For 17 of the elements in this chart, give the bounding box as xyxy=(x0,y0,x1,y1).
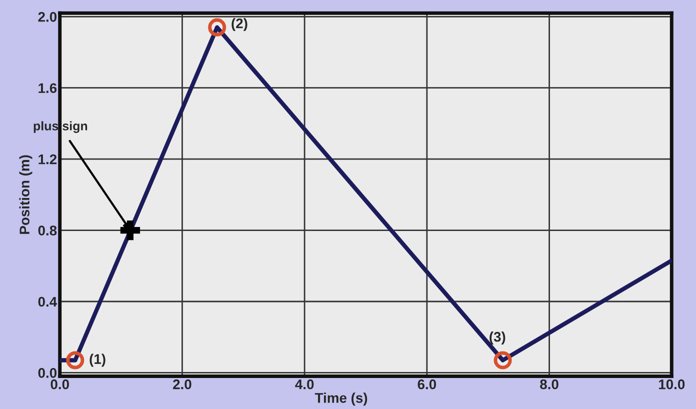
y-tick-label: 1.2 xyxy=(38,154,57,164)
x-tick-label: 4.0 xyxy=(295,379,314,390)
y-tick-label: 0.8 xyxy=(38,226,57,236)
x-tick-label: 6.0 xyxy=(418,379,436,390)
annotation: (2) xyxy=(232,18,248,32)
annotation: (1) xyxy=(90,354,106,367)
x-tick-label: 8.0 xyxy=(540,379,558,390)
annotation: (3) xyxy=(490,332,506,345)
y-axis-title: Position (m) xyxy=(19,155,32,234)
y-tick-label: 0.0 xyxy=(38,368,57,378)
y-tick-label: 2.0 xyxy=(38,12,57,22)
x-tick-label: 2.0 xyxy=(173,379,192,390)
x-tick-label: 10.0 xyxy=(659,379,685,390)
y-tick-label: 0.4 xyxy=(38,296,58,307)
x-axis-title: Time (s) xyxy=(314,392,368,406)
y-tick-label: 1.6 xyxy=(38,83,57,94)
x-tick-label: 0.0 xyxy=(50,379,69,390)
